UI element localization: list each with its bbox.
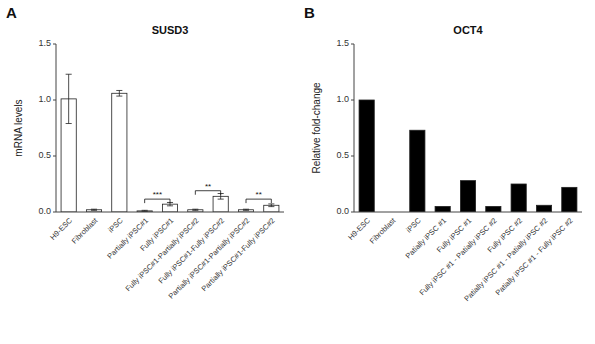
- marks: [359, 100, 577, 212]
- y-axis-label: mRNA levels: [13, 99, 24, 156]
- significance-label: ***: [153, 190, 162, 199]
- x-axis-line: [354, 212, 582, 213]
- significance-label: **: [205, 182, 211, 191]
- y-tick-label: 0.5: [38, 150, 51, 160]
- y-axis-line: [354, 44, 355, 212]
- panel-label: B: [304, 4, 315, 21]
- y-tick: [351, 100, 354, 101]
- y-tick: [351, 156, 354, 157]
- bar: [486, 206, 501, 212]
- y-tick: [53, 44, 56, 45]
- error-bar: [243, 209, 249, 210]
- error-bar: [66, 74, 72, 123]
- x-tick-label: Partially iPSC#1-Fully iPSC#2: [200, 216, 277, 293]
- error-bar: [268, 204, 274, 207]
- bar: [410, 130, 425, 212]
- bar: [359, 100, 374, 212]
- significance-bracket: [145, 199, 170, 203]
- y-tick: [53, 212, 56, 213]
- error-bar: [192, 209, 198, 210]
- y-tick-label: 1.5: [38, 38, 51, 48]
- x-tick-label: iPSC: [404, 216, 423, 235]
- figure: 0.00.51.01.5H9-ESCFibroblastiPSCPartiall…: [0, 0, 595, 344]
- panel: 0.00.51.01.5H9-ESCFibroblastiPSCPatially…: [304, 4, 582, 303]
- bar: [435, 206, 450, 212]
- bar: [536, 205, 551, 212]
- significance-label: **: [256, 190, 262, 199]
- title: OCT4: [453, 24, 483, 36]
- bar: [562, 187, 577, 212]
- y-tick-label: 1.5: [336, 38, 349, 48]
- error-bar: [142, 210, 148, 211]
- significance-bracket: [195, 191, 220, 195]
- x-tick-label: Fibroblast: [70, 215, 100, 245]
- y-tick-label: 0.5: [336, 150, 349, 160]
- x-tick-label: Fibroblast: [368, 215, 398, 245]
- x-tick-label: iPSC: [106, 216, 125, 235]
- marks: [61, 74, 279, 212]
- y-axis-line: [56, 44, 57, 212]
- error-bar: [91, 209, 97, 210]
- panel: 0.00.51.01.5H9-ESCFibroblastiPSCPartiall…: [6, 4, 284, 301]
- y-tick-label: 1.0: [336, 94, 349, 104]
- title: SUSD3: [152, 24, 189, 36]
- panel-label: A: [6, 4, 17, 21]
- bar: [460, 181, 475, 212]
- x-tick-label: Patially iPSC #1 - Fully iPSC #2: [493, 216, 574, 297]
- y-tick: [351, 212, 354, 213]
- bar: [511, 184, 526, 212]
- y-tick-label: 1.0: [38, 94, 51, 104]
- x-tick-label: Partially iPSC#1: [105, 216, 150, 261]
- significance-bracket: [246, 199, 271, 203]
- y-tick: [53, 100, 56, 101]
- error-bar: [116, 90, 122, 96]
- bar: [112, 93, 127, 212]
- y-tick: [53, 156, 56, 157]
- y-axis-label: Relative fold-change: [311, 82, 322, 174]
- y-tick-label: 0.0: [38, 206, 51, 216]
- y-tick-label: 0.0: [336, 206, 349, 216]
- x-axis-line: [56, 212, 284, 213]
- y-tick: [351, 44, 354, 45]
